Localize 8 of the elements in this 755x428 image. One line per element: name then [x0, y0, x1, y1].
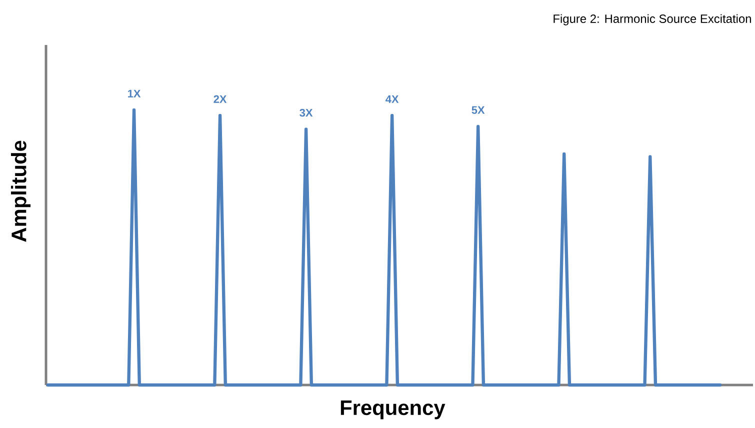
annotation: 5X — [472, 106, 485, 114]
text: 4X — [386, 95, 399, 103]
annotation: 3X — [300, 108, 313, 117]
chart-title: Figure 2: Harmonic Source Excitation — [554, 14, 751, 26]
x-axis-title: Frequency — [340, 400, 446, 420]
y-axis-title: Amplitude — [10, 140, 30, 242]
text: 2X — [214, 95, 227, 103]
text: 1X — [128, 90, 141, 98]
